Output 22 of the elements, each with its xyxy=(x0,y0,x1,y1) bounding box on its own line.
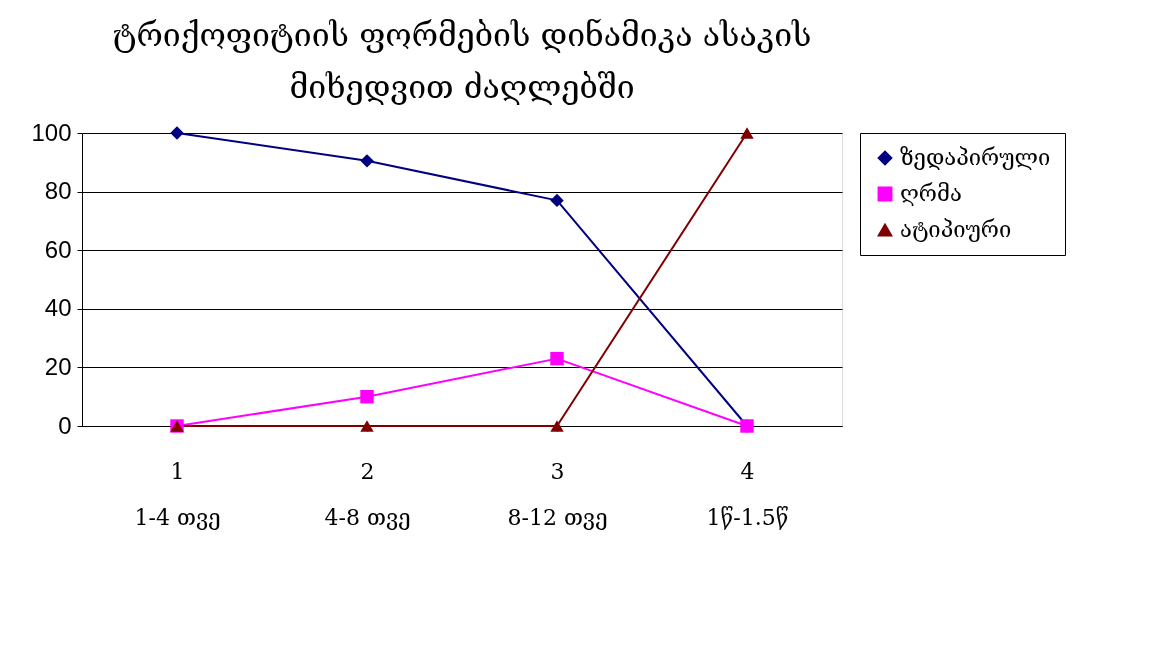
x-tick-label: 3 8-12 თვე xyxy=(507,458,608,530)
y-tick-label: 20 xyxy=(44,352,72,380)
legend-label: ღრმა xyxy=(900,181,962,206)
point xyxy=(360,420,374,432)
legend-label: ატიპიური xyxy=(900,217,1012,242)
point xyxy=(550,420,564,432)
y-tick-label: 40 xyxy=(44,294,72,322)
y-tick-label: 80 xyxy=(44,177,72,205)
point xyxy=(550,193,564,208)
chart-title: ტრიქოფიტიის ფორმების დინამიკა ასაკის მიხედვით ძაღლებში xyxy=(112,16,812,106)
point xyxy=(360,389,374,404)
x-tick-label: 4 1წ-1.5წ xyxy=(706,458,789,530)
x-tick-label: 2 4-8 თვე xyxy=(324,458,411,530)
point xyxy=(740,127,754,139)
y-tick-label: 0 xyxy=(58,411,72,439)
x-tick-label: 1 1-4 თვე xyxy=(134,458,221,530)
legend-label: ზედაპირული xyxy=(900,145,1051,170)
y-tick-label: 100 xyxy=(31,118,72,146)
point xyxy=(170,126,184,140)
point xyxy=(360,154,374,168)
y-tick-label: 60 xyxy=(44,235,72,263)
point xyxy=(550,351,564,366)
